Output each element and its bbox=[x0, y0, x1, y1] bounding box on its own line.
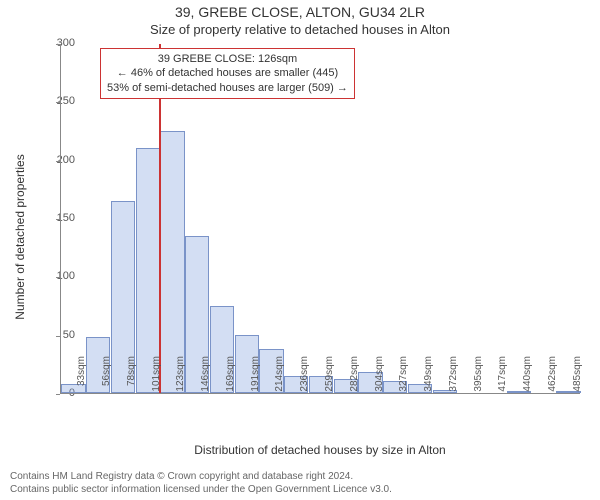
chart-container: 39, GREBE CLOSE, ALTON, GU34 2LR Size of… bbox=[0, 0, 600, 500]
x-tick-label: 146sqm bbox=[200, 356, 211, 400]
x-tick-label: 56sqm bbox=[101, 356, 112, 400]
chart-title-description: Size of property relative to detached ho… bbox=[0, 22, 600, 37]
x-tick-label: 78sqm bbox=[126, 356, 137, 400]
annotation-box: 39 GREBE CLOSE: 126sqm ← 46% of detached… bbox=[100, 48, 355, 99]
annotation-line-3: 53% of semi-detached houses are larger (… bbox=[107, 81, 348, 95]
x-tick-label: 485sqm bbox=[572, 356, 583, 400]
x-tick-label: 259sqm bbox=[324, 356, 335, 400]
x-tick-label: 417sqm bbox=[497, 356, 508, 400]
x-tick-label: 214sqm bbox=[274, 356, 285, 400]
footer-line-2: Contains public sector information licen… bbox=[10, 483, 392, 496]
y-tick-mark bbox=[56, 394, 60, 395]
x-tick-label: 282sqm bbox=[349, 356, 360, 400]
x-tick-label: 462sqm bbox=[547, 356, 558, 400]
footer-line-1: Contains HM Land Registry data © Crown c… bbox=[10, 470, 392, 483]
x-tick-label: 33sqm bbox=[76, 356, 87, 400]
x-tick-label: 191sqm bbox=[250, 356, 261, 400]
x-tick-label: 101sqm bbox=[151, 356, 162, 400]
x-tick-label: 236sqm bbox=[299, 356, 310, 400]
x-tick-label: 395sqm bbox=[473, 356, 484, 400]
annotation-line-1: 39 GREBE CLOSE: 126sqm bbox=[107, 52, 348, 66]
x-axis-label: Distribution of detached houses by size … bbox=[60, 443, 580, 457]
x-tick-label: 327sqm bbox=[398, 356, 409, 400]
x-tick-label: 169sqm bbox=[225, 356, 236, 400]
x-tick-label: 123sqm bbox=[175, 356, 186, 400]
x-tick-label: 372sqm bbox=[448, 356, 459, 400]
chart-title-address: 39, GREBE CLOSE, ALTON, GU34 2LR bbox=[0, 4, 600, 20]
x-tick-label: 304sqm bbox=[374, 356, 385, 400]
x-tick-label: 349sqm bbox=[423, 356, 434, 400]
annotation-line-2: ← 46% of detached houses are smaller (44… bbox=[107, 66, 348, 80]
x-tick-label: 440sqm bbox=[522, 356, 533, 400]
histogram-bar bbox=[160, 131, 184, 394]
y-axis-label: Number of detached properties bbox=[13, 107, 27, 367]
footer-attribution: Contains HM Land Registry data © Crown c… bbox=[10, 470, 392, 496]
